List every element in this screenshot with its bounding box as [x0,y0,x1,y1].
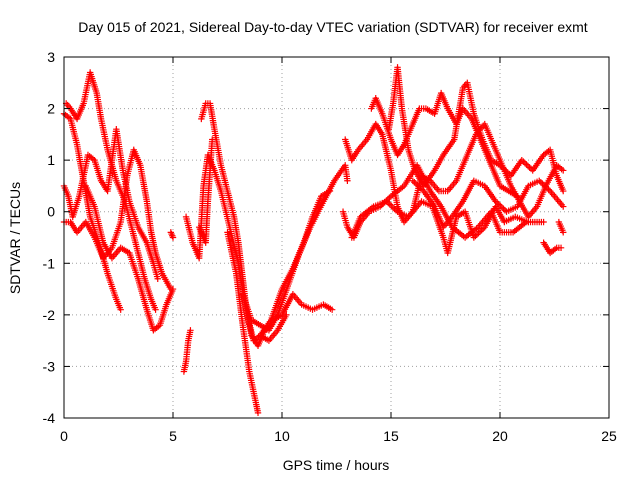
data-point [526,164,533,171]
data-point [169,285,177,293]
data-series [167,229,177,241]
y-tick-label: 2 [47,101,55,117]
y-tick-label: 1 [47,152,55,168]
x-tick-label: 15 [383,428,399,444]
data-points [60,64,567,417]
data-series [540,239,565,257]
x-tick-label: 25 [601,428,617,444]
data-series [385,64,567,195]
x-tick-label: 5 [169,428,177,444]
x-axis-title: GPS time / hours [283,457,390,473]
data-series [82,182,177,334]
chart-title: Day 015 of 2021, Sidereal Day-to-day VTE… [78,19,587,35]
y-tick-label: -3 [43,358,56,374]
data-series [195,136,216,246]
y-tick-label: 3 [47,49,55,65]
data-series [180,327,194,375]
y-tick-label: -1 [43,255,56,271]
data-point [187,327,194,334]
data-point [254,409,262,417]
y-tick-label: -2 [43,307,56,323]
data-point [560,167,567,174]
y-tick-label: 0 [47,204,55,220]
data-point [152,306,159,313]
data-series [270,291,336,324]
data-point [523,161,530,168]
plot-frame [63,56,610,419]
data-point [521,159,529,167]
axis-ticks: 0 5 10 15 20 25 -4 -3 -2 -1 0 1 2 3 [43,49,617,444]
data-series [368,89,521,200]
data-point [169,234,177,241]
data-point [537,179,544,186]
y-axis-title: SDTVAR / TECUs [7,182,23,294]
data-series [224,229,262,417]
data-point [388,202,395,210]
x-tick-label: 10 [274,428,290,444]
data-point [328,306,336,313]
data-point [154,275,161,282]
y-tick-label: -4 [43,410,56,426]
data-point [524,162,532,170]
data-series [62,69,159,313]
data-point [117,306,124,313]
x-tick-label: 20 [492,428,508,444]
data-point [557,244,565,252]
data-point [560,203,567,210]
data-point [326,187,334,195]
data-series [409,177,567,231]
data-point [514,193,521,200]
data-point [344,177,351,184]
data-series [198,100,290,344]
data-series [555,218,567,236]
x-tick-label: 0 [60,428,68,444]
data-point [540,218,547,226]
grid [64,57,609,418]
data-series [257,187,334,339]
data-point [560,229,567,236]
data-series [239,162,351,334]
data-series [182,151,275,349]
data-point [560,187,567,195]
data-series [60,126,161,282]
